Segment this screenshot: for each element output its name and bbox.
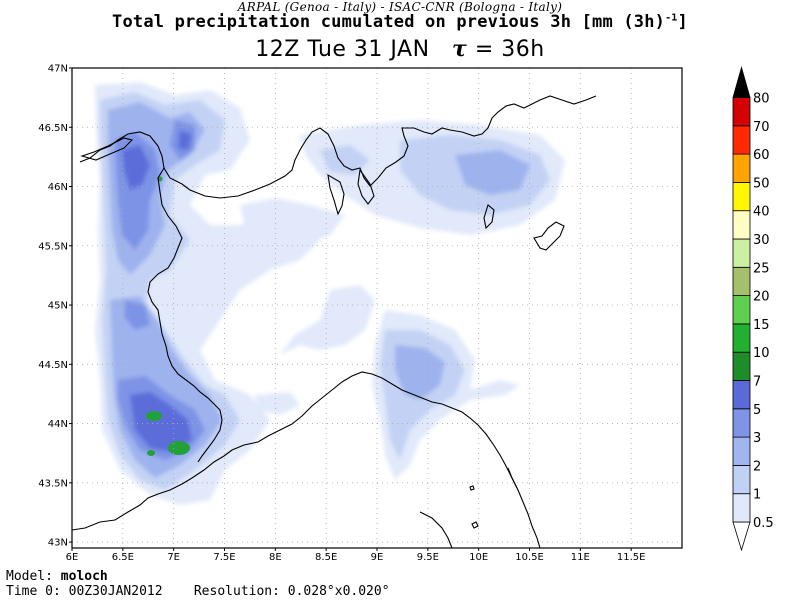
time-value: 00Z30JAN2012 bbox=[68, 584, 163, 599]
eastern-fragment bbox=[533, 221, 565, 251]
lat-tick-label: 45N bbox=[48, 301, 68, 312]
lat-tick-label: 43.5N bbox=[38, 478, 68, 489]
colorbar-label: 0.5 bbox=[753, 516, 774, 531]
map-subtitle: 12Z Tue 31 JAN τ = 36h bbox=[0, 36, 800, 62]
map-title: Total precipitation cumulated on previou… bbox=[0, 12, 800, 32]
colorbar-label: 80 bbox=[753, 92, 770, 107]
lon-tick-label: 8.5E bbox=[315, 552, 337, 563]
colorbar-label: 10 bbox=[753, 346, 770, 361]
map-lines bbox=[72, 95, 597, 548]
title-text: Total precipitation cumulated on previou… bbox=[112, 12, 666, 32]
colorbar-max-arrow bbox=[732, 66, 751, 98]
colorbar-label: 5 bbox=[753, 403, 761, 418]
precip-level-6 bbox=[146, 176, 190, 456]
time-label: Time 0: bbox=[6, 584, 61, 599]
western-border bbox=[147, 167, 223, 463]
corsica-tip bbox=[419, 511, 453, 548]
colorbar-swatch bbox=[732, 436, 751, 466]
northern-border bbox=[79, 95, 597, 199]
resolution-value: 0.028°x0.020° bbox=[287, 584, 390, 599]
colorbar-label: 2 bbox=[753, 459, 761, 474]
credit-line: ARPAL (Genoa - Italy) - ISAC-CNR (Bologn… bbox=[237, 0, 563, 14]
colorbar-swatch bbox=[732, 380, 751, 410]
colorbar-swatch bbox=[732, 295, 751, 325]
lon-tick-label: 9E bbox=[371, 552, 384, 563]
lon-tick-label: 11E bbox=[571, 552, 590, 563]
lake-garda bbox=[483, 204, 495, 230]
colorbar-swatch bbox=[732, 323, 751, 353]
lon-tick-label: 7.5E bbox=[213, 552, 235, 563]
model-label: Model: bbox=[6, 569, 53, 584]
longitude-ticks: 6E 6.5E 7E 7.5E 8E 8.5E 9E 9.5E 10E 10.5E 11E 11.5E bbox=[66, 548, 646, 563]
colorbar-swatch bbox=[732, 351, 751, 381]
lon-tick-label: 10E bbox=[469, 552, 488, 563]
lake-como bbox=[357, 168, 375, 205]
subtitle-lead: = 36h bbox=[474, 37, 545, 62]
colorbar-label: 40 bbox=[753, 205, 770, 220]
lat-lon-grid bbox=[72, 68, 682, 548]
lon-tick-label: 7E bbox=[167, 552, 180, 563]
colorbar-swatch bbox=[732, 153, 751, 183]
colorbar-swatch bbox=[732, 97, 751, 127]
colorbar-min-arrow bbox=[732, 521, 751, 552]
latitude-ticks: 47N 46.5N 46N 45.5N 45N 44.5N 44N 43.5N 43N bbox=[38, 64, 72, 549]
colorbar-label: 50 bbox=[753, 176, 770, 191]
lon-tick-label: 6.5E bbox=[112, 552, 134, 563]
lat-tick-label: 44N bbox=[48, 419, 68, 430]
colorbar-label: 7 bbox=[753, 375, 761, 390]
lon-tick-label: 11.5E bbox=[617, 552, 646, 563]
colorbar-swatch bbox=[732, 238, 751, 268]
lat-tick-label: 43N bbox=[48, 538, 68, 549]
precipitation-field bbox=[95, 82, 565, 505]
coastline bbox=[72, 371, 541, 548]
precip-level-5 bbox=[122, 130, 192, 452]
colorbar-swatch bbox=[732, 493, 751, 523]
capraia bbox=[471, 521, 479, 529]
resolution-label: Resolution: bbox=[193, 584, 280, 599]
lon-tick-label: 10.5E bbox=[515, 552, 544, 563]
lat-tick-label: 45.5N bbox=[38, 241, 68, 252]
colorbar-swatch bbox=[732, 266, 751, 296]
colorbar-label: 60 bbox=[753, 148, 770, 163]
colorbar-label: 3 bbox=[753, 431, 761, 446]
colorbar-label: 1 bbox=[753, 488, 761, 503]
lon-tick-label: 8E bbox=[269, 552, 282, 563]
colorbar-swatch bbox=[732, 464, 751, 495]
subtitle-tau: τ bbox=[452, 36, 468, 62]
lon-tick-label: 9.5E bbox=[417, 552, 439, 563]
run-info: Time 0: 00Z30JAN2012 Resolution: 0.028°x… bbox=[6, 584, 390, 599]
colorbar-swatch bbox=[732, 125, 751, 155]
lat-tick-label: 47N bbox=[48, 64, 68, 75]
lat-tick-label: 46N bbox=[48, 182, 68, 193]
colorbar-label: 25 bbox=[753, 261, 770, 276]
model-value: moloch bbox=[60, 569, 108, 584]
title-bracket: ] bbox=[677, 12, 688, 32]
colorbar-label: 20 bbox=[753, 290, 770, 305]
title-exponent: -1 bbox=[665, 12, 678, 24]
lat-tick-label: 44.5N bbox=[38, 360, 68, 371]
colorbar-swatch bbox=[732, 408, 751, 438]
lon-tick-label: 6E bbox=[66, 552, 79, 563]
colorbar-label: 15 bbox=[753, 318, 770, 333]
subtitle-time: 12Z Tue 31 JAN bbox=[255, 37, 430, 62]
lat-tick-label: 46.5N bbox=[38, 123, 68, 134]
colorbar-swatch bbox=[732, 210, 751, 240]
model-info: Model: moloch bbox=[6, 569, 108, 584]
lake-geneva bbox=[80, 137, 134, 161]
colorbar-label: 30 bbox=[753, 233, 770, 248]
colorbar: 0.5 1 2 3 5 7 10 15 20 25 30 40 50 60 70 80 bbox=[732, 66, 774, 552]
colorbar-label: 70 bbox=[753, 120, 770, 135]
gorgona bbox=[469, 485, 475, 491]
tuscany-inland bbox=[507, 467, 518, 489]
colorbar-swatch bbox=[732, 181, 751, 212]
lake-maggiore bbox=[327, 173, 345, 216]
